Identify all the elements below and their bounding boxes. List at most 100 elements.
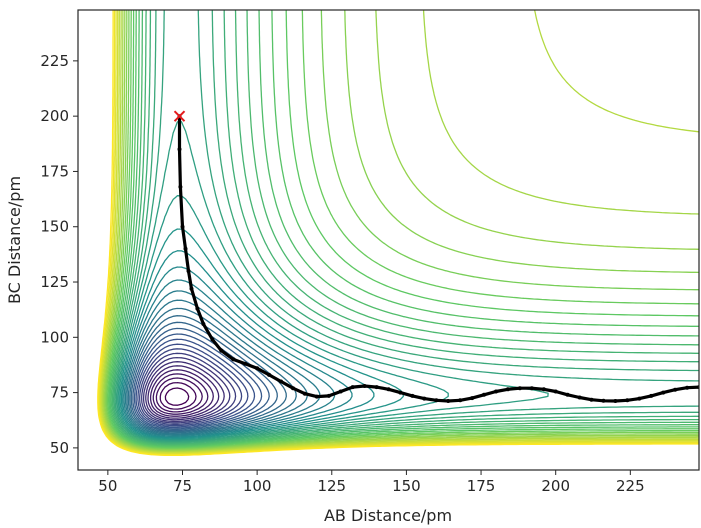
trajectory-point [565,392,570,397]
y-tick-label: 200 [40,107,69,125]
contour-level [123,279,336,437]
trajectory-point [434,398,439,403]
contour-level [155,377,203,413]
y-axis-label: BC Distance/pm [5,176,24,304]
contour-level [159,381,197,410]
trajectory-point [494,389,498,394]
trajectory-point [625,398,630,403]
contour-level [98,10,699,455]
contour-level [141,352,237,424]
contour-level [139,348,243,425]
y-tick-label: 50 [50,439,69,457]
x-tick-label: 100 [243,477,272,495]
trajectory-point [326,393,331,398]
contour-level [137,343,249,427]
trajectory-point [458,398,463,403]
plot-background [78,10,699,470]
trajectory-point [210,337,215,342]
x-tick-label: 175 [467,477,496,495]
trajectory-point [505,387,510,392]
trajectory-point [374,385,379,390]
contour-level [115,10,699,443]
contour-level [112,10,699,445]
trajectory-point [302,391,307,396]
contour-level [133,333,263,429]
trajectory-point [470,396,475,401]
start-marker [173,110,186,122]
trajectory-point [422,396,427,401]
contour-level [135,338,256,428]
trajectory-point [178,184,183,189]
trajectory-point [243,361,248,366]
trajectory-point [267,372,272,377]
contour-level [113,10,699,444]
y-axis-ticks: 50 75 100 125 150 175 200 225 [40,52,78,457]
contour-level [132,327,270,431]
trajectory-point [219,348,224,353]
y-tick-label: 100 [40,328,69,346]
contour-level [97,10,699,457]
trajectory-point [255,366,260,371]
contour-level [142,356,231,423]
trajectory-point [673,387,678,392]
contour-level [164,387,190,406]
trajectory-point [637,396,642,401]
trajectory-point [279,379,283,384]
contour-level [103,10,699,452]
trajectory-point [183,246,188,251]
trajectory-point [517,386,522,391]
x-tick-label: 150 [392,477,421,495]
trajectory-point [649,393,654,398]
contour-level [104,10,699,451]
y-tick-label: 225 [40,52,69,70]
trajectory-point [350,385,355,390]
trajectory-point [685,385,690,390]
contour-level [99,10,699,454]
contour-level [109,10,699,448]
contour-level [114,10,699,444]
trajectory-point [189,286,194,291]
contour-level [124,290,321,436]
contour-level [149,369,214,417]
trajectory-point [398,390,403,395]
contour-level [97,10,699,456]
contour-level [102,10,699,452]
trajectory-point [601,398,606,403]
marker-layer [173,110,186,122]
contour-level [118,195,449,441]
contour-level [130,321,278,432]
x-tick-label: 200 [541,477,570,495]
contour-level [147,365,220,419]
contour-level [110,10,699,447]
y-tick-label: 125 [40,273,69,291]
trajectory-point [529,386,534,391]
x-tick-label: 225 [616,477,645,495]
contour-level [126,299,308,435]
trajectory-layer [177,114,699,403]
trajectory-point [482,392,486,397]
trajectory-point [180,224,185,229]
contour-level [119,228,404,440]
contour-level [107,10,699,448]
trajectory-point [410,393,415,398]
x-tick-label: 50 [98,477,117,495]
contour-lines [97,10,699,457]
trajectory-point [201,322,206,326]
contour-level [122,266,353,438]
trajectory-point [291,386,295,391]
contour-level [105,10,699,450]
x-tick-label: 125 [317,477,346,495]
trajectory-point [338,389,343,394]
contour-level [100,10,699,454]
contour-level [106,10,699,449]
x-axis-label: AB Distance/pm [324,506,452,525]
trajectory-point [195,306,200,311]
contour-level [127,307,297,434]
trajectory-point [577,395,582,400]
trajectory-point [314,394,319,399]
contour-level [145,361,225,421]
trajectory-point [613,399,618,403]
y-tick-label: 75 [50,384,69,402]
contour-level [117,121,549,442]
